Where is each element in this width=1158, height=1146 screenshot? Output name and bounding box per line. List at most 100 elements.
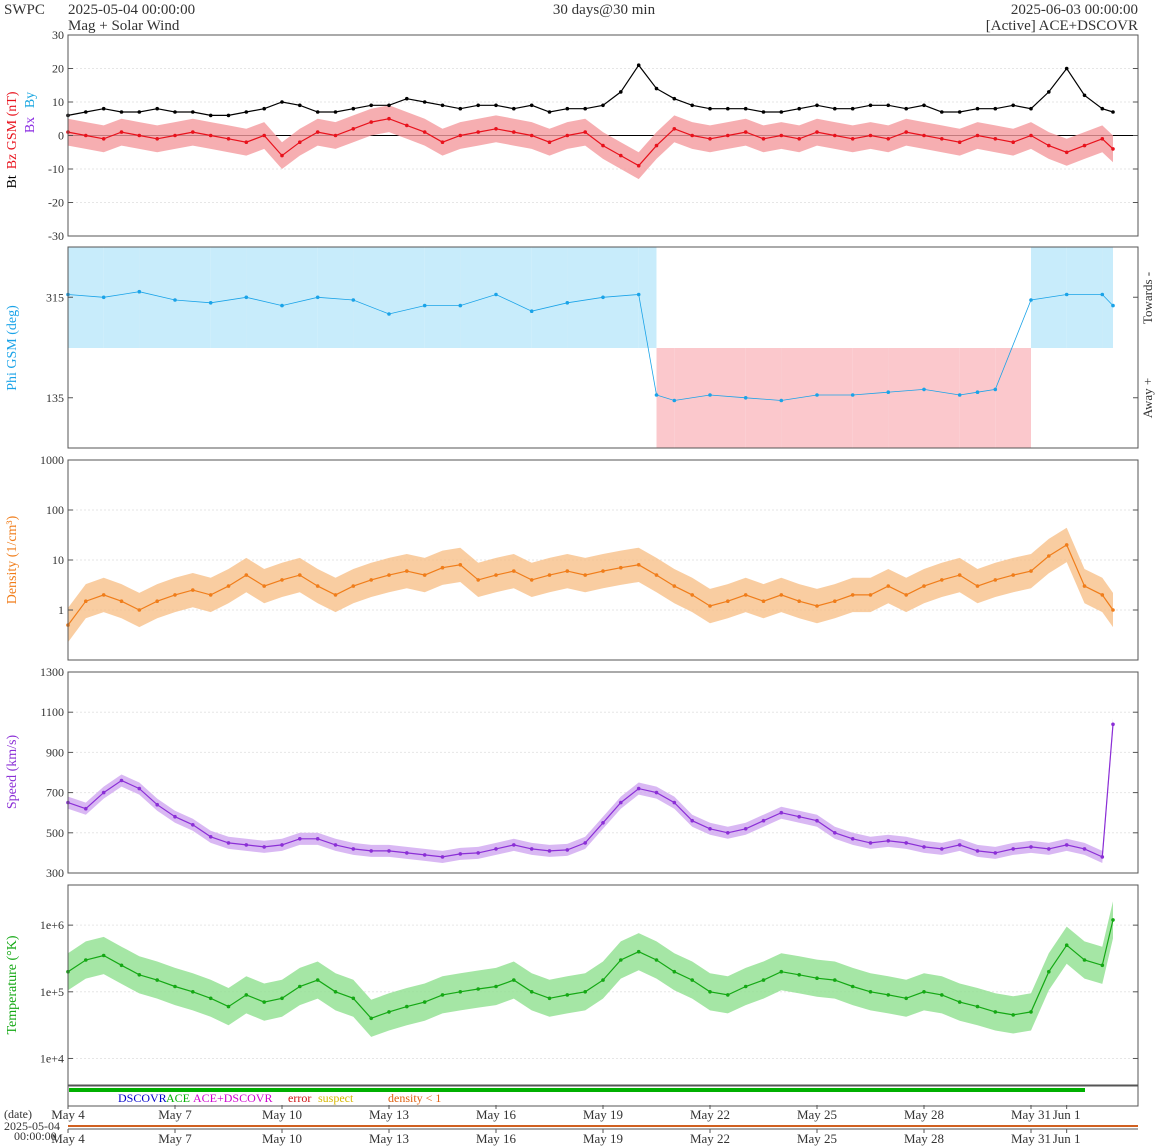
density-series-point-18 [387,573,391,577]
density-series-point-15 [333,593,338,597]
temp-band [68,901,1113,1037]
temp-series-point-51 [975,1004,980,1009]
bt-series-point-45 [868,103,873,108]
temp-series-point-53 [1011,1013,1015,1017]
phi-sector-block-3 [175,247,211,348]
speed-series-point-5 [155,802,159,807]
bz-series-point-46 [886,137,891,141]
phi-series-point-31 [1100,292,1105,297]
bt-series-point-1 [84,110,88,114]
speed-series-point-42 [815,818,819,823]
speed-series-point-55 [1047,847,1051,851]
density-series-point-13 [298,573,302,577]
density-series-point-36 [708,604,712,608]
density-ylabel-part-0: Density (1/cm³) [5,515,20,604]
x-upper-label-1: May 7 [158,1107,192,1122]
bt-series-point-34 [672,96,677,101]
temp-series-point-27 [547,996,552,1001]
speed-series-point-56 [1064,843,1069,847]
speed-series-point-58 [1100,855,1105,859]
phi-series-point-8 [351,298,356,302]
bz-series-point-8 [208,133,213,138]
density-series-point-17 [369,578,374,582]
bz-series-point-36 [708,137,712,141]
temp-series-point-15 [333,990,338,994]
bz-series-point-38 [743,130,748,134]
phi-series-point-17 [654,393,659,397]
density-yaxis-label-2: 10 [52,553,64,567]
bz-series-point-48 [922,133,926,138]
bt-series-point-4 [137,110,142,114]
phi-series-point-6 [280,303,284,308]
x-upper-label-0: May 4 [51,1107,85,1122]
temp-series-point-34 [672,969,677,974]
phi-sector-blocks [68,247,1113,448]
bt-series-point-6 [173,110,177,114]
density-series-point-33 [654,573,659,577]
speed-series-point-12 [280,843,284,847]
bz-series-point-29 [583,130,587,134]
speed-series-point-51 [975,849,980,853]
phi-series-point-10 [422,303,427,308]
temp-series-point-6 [173,984,177,989]
bt-series-point-29 [583,106,587,111]
x-upper-label-9: May 31 [1011,1107,1051,1122]
bz-series-point-37 [726,133,730,138]
bt-series-point-5 [155,106,159,111]
bt-series-point-41 [797,106,801,111]
x-upper-label-8: May 28 [904,1107,944,1122]
temp-yaxis: 1e+6 1e+5 1e+4 [40,918,1138,1065]
bt-series-point-37 [726,106,730,111]
bt-series-point-10 [244,110,249,114]
temp-series-point-35 [690,978,694,982]
density-series-point-34 [672,584,677,588]
speed-series-point-33 [654,790,659,795]
density-series-point-25 [512,569,516,573]
bt-series-point-50 [957,110,962,114]
phi-series-point-15 [601,295,605,300]
speed-series-point-50 [957,843,962,847]
mag-yaxis-label-1: 20 [52,62,64,76]
phi-series-point-13 [529,309,534,314]
density-series-point-20 [422,573,427,577]
speed-yaxis-label-2: 900 [46,745,64,759]
mag-ylabel-bx: Bx [23,117,38,133]
phi-sector-block-10 [424,247,461,348]
speed-ylabel-part-0: Speed (km/s) [5,735,20,810]
density-series-point-56 [1064,543,1069,547]
density-series-point-30 [601,569,605,573]
temp-series-point-40 [779,969,784,974]
density-series-point-28 [565,569,570,573]
bt-series-point-19 [405,96,409,101]
bt-series-point-36 [708,106,712,111]
bt-series-point-13 [298,103,302,108]
bz-series-point-35 [690,133,694,138]
bt-series-point-32 [636,63,641,67]
phi-series-point-28 [993,387,998,392]
bt-series [66,63,1115,118]
phi-sector-block-4 [210,247,247,348]
bz-series-point-52 [993,137,998,141]
density-series-point-1 [84,599,88,603]
bt-series-point-51 [975,106,980,111]
temp-series-point-45 [868,990,873,994]
temp-series-point-50 [957,1000,962,1004]
density-series-point-45 [868,593,873,597]
phi-sector-block-19 [710,348,746,448]
density-yaxis-label-3: 1 [58,603,64,617]
bt-series-point-17 [369,103,374,108]
speed-series-point-59 [1111,722,1115,727]
density-series-point-39 [761,599,766,603]
phi-series-point-11 [458,303,463,308]
timeline-start-date: 2025-05-04 [4,1119,60,1133]
speed-series-point-1 [84,806,88,811]
bz-series-point-19 [405,123,409,128]
speed-series-point-14 [315,837,320,841]
density-series-point-8 [208,593,213,597]
density-series-point-19 [405,569,409,573]
density-series-point-55 [1047,554,1051,558]
x-upper-label-3: May 13 [369,1107,409,1122]
bz-band [68,105,1113,180]
bt-series-point-56 [1064,66,1069,71]
bt-series-point-21 [440,103,445,108]
